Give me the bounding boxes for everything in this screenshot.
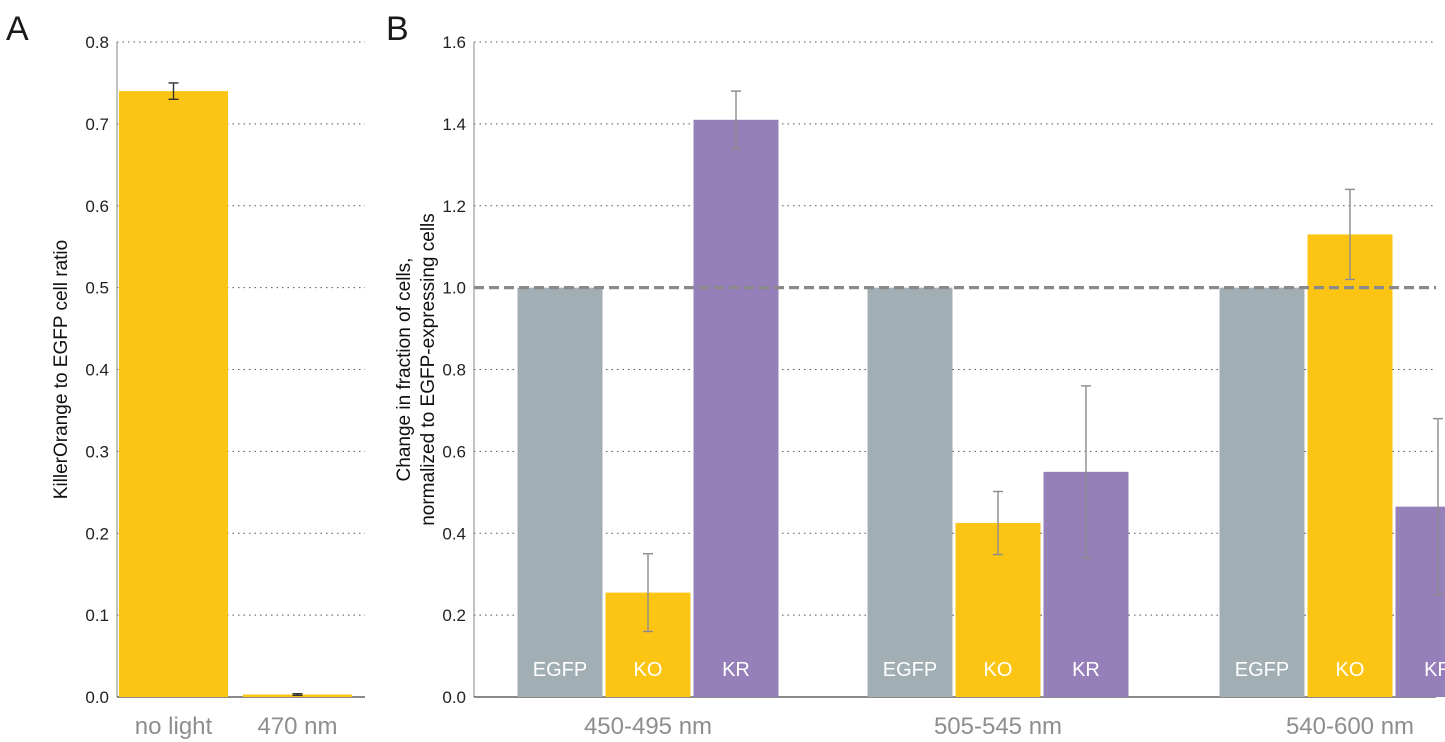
y-tick-label: 0.5 bbox=[85, 279, 109, 298]
y-tick-label: 1.2 bbox=[442, 197, 466, 216]
bar-label: KO bbox=[984, 659, 1013, 681]
bar-label: KR bbox=[722, 659, 750, 681]
bar-kr-group-3 bbox=[1395, 506, 1445, 697]
panel-a-chart: 0.0 0.1 0.2 0.3 0.4 0.5 0.6 0.7 0.8 no light 470 n… bbox=[51, 33, 365, 740]
y-tick-label: 0.3 bbox=[85, 442, 109, 461]
bar-label: EGFP bbox=[1235, 659, 1289, 681]
panel-a-letter: A bbox=[6, 10, 29, 48]
y-tick-label: 0.1 bbox=[85, 606, 109, 625]
bar-label: KO bbox=[634, 659, 663, 681]
y-tick-label: 1.4 bbox=[442, 115, 466, 134]
bar-kr-group-1 bbox=[693, 119, 779, 697]
y-tick-label: 0.2 bbox=[85, 524, 109, 543]
bar-egfp-group-1 bbox=[517, 287, 603, 697]
panel-b-chart: 0.0 0.2 0.4 0.6 0.8 1.0 1.2 1.4 1.6 EGFP KO KR 450-4… bbox=[394, 33, 1445, 740]
x-category-label: 470 nm bbox=[257, 713, 337, 740]
bar-ko-group-3 bbox=[1307, 234, 1393, 697]
y-tick-label: 0.0 bbox=[442, 688, 466, 707]
y-tick-label: 0.0 bbox=[85, 688, 109, 707]
y-tick-label: 0.7 bbox=[85, 115, 109, 134]
y-tick-label: 1.0 bbox=[442, 279, 466, 298]
bar-label: KR bbox=[1072, 659, 1100, 681]
bar-no-light bbox=[119, 91, 228, 697]
y-axis-label-line: Change in fraction of cells, bbox=[394, 258, 415, 482]
y-tick-label: 0.6 bbox=[85, 197, 109, 216]
bar-egfp-group-3 bbox=[1219, 287, 1305, 697]
y-tick-label: 0.8 bbox=[442, 361, 466, 380]
y-axis-label: KillerOrange to EGFP cell ratio bbox=[51, 240, 72, 499]
x-group-label: 505-545 nm bbox=[934, 713, 1062, 740]
y-tick-label: 1.6 bbox=[442, 33, 466, 52]
bar-label: EGFP bbox=[883, 659, 937, 681]
y-tick-label: 0.2 bbox=[442, 606, 466, 625]
x-group-label: 450-495 nm bbox=[584, 713, 712, 740]
bar-egfp-group-2 bbox=[867, 287, 953, 697]
x-category-label: no light bbox=[135, 713, 213, 740]
y-tick-label: 0.4 bbox=[85, 361, 109, 380]
y-axis-label: Change in fraction of cells, normalized t… bbox=[394, 213, 439, 526]
x-group-label: 540-600 nm bbox=[1286, 713, 1414, 740]
y-tick-label: 0.8 bbox=[85, 33, 109, 52]
bar-label: KO bbox=[1336, 659, 1365, 681]
y-tick-label: 0.6 bbox=[442, 442, 466, 461]
bar-label: KR bbox=[1424, 659, 1445, 681]
y-tick-label: 0.4 bbox=[442, 524, 466, 543]
panel-b-letter: B bbox=[386, 10, 409, 48]
y-axis-label-line: normalized to EGFP-expressing cells bbox=[418, 213, 439, 526]
bar-label: EGFP bbox=[533, 659, 587, 681]
